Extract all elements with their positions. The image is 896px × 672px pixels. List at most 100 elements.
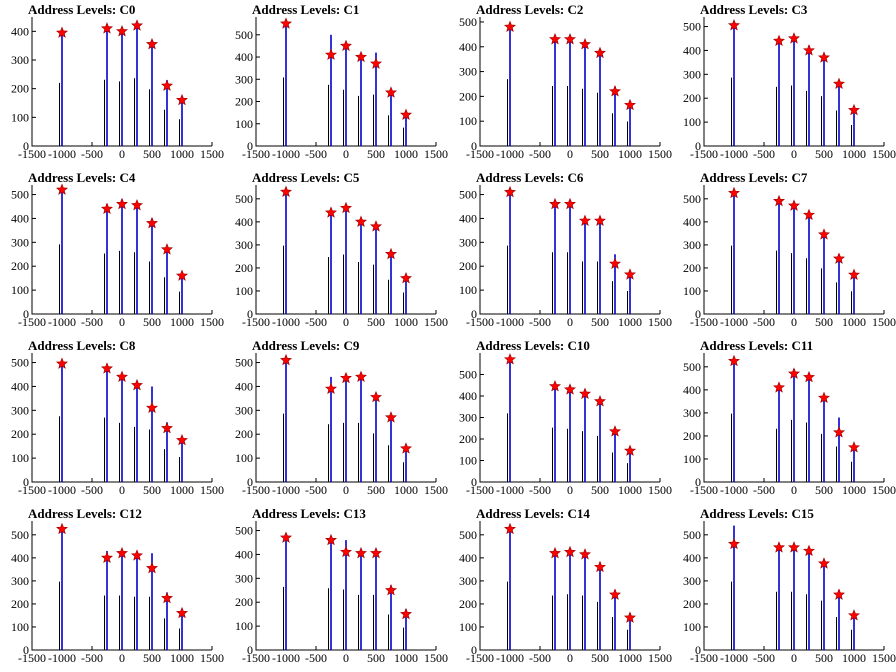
y-tick-label: 100 (235, 619, 253, 633)
x-tick-label: -1500 (18, 147, 46, 161)
x-tick-label: 1000 (170, 651, 194, 665)
chart-svg: Address Levels: C10 0 100 200 300 400 500 -1500… (459, 338, 672, 497)
x-tick-label: -1000 (496, 483, 524, 497)
x-tick-label: 0 (343, 651, 349, 665)
y-tick-label: 200 (11, 82, 29, 96)
star-icon (130, 378, 144, 391)
chart-title: Address Levels: C11 (700, 338, 813, 353)
y-tick-label: 300 (459, 574, 477, 588)
star-icon (578, 214, 592, 226)
y-tick-label: 500 (11, 356, 29, 370)
x-tick-label: 500 (367, 147, 385, 161)
y-tick-label: 200 (235, 427, 253, 441)
chart-title: Address Levels: C14 (476, 506, 590, 521)
star-icon (145, 401, 159, 414)
star-icon (578, 37, 592, 50)
star-icon (399, 607, 413, 620)
star-icon (130, 198, 144, 211)
star-icon (354, 546, 368, 559)
x-tick-label: 500 (815, 315, 833, 329)
star-icon (354, 215, 368, 227)
star-icon (802, 370, 816, 383)
x-tick-label: 0 (343, 147, 349, 161)
chart-svg: Address Levels: C30100200300400500-1500-… (683, 2, 896, 161)
y-tick-label: 0 (247, 643, 253, 657)
x-tick-label: -1500 (242, 651, 270, 665)
x-tick-label: 500 (815, 483, 833, 497)
y-tick-label: 400 (683, 551, 701, 565)
chart-title: Address Levels: C12 (28, 506, 142, 521)
star-icon (399, 442, 413, 454)
star-icon (772, 541, 786, 553)
star-icon (802, 208, 816, 221)
x-tick-label: 1500 (872, 483, 896, 497)
chart-panel: Address Levels: C3 0 100 200 300 400 500 -1500-… (672, 0, 896, 168)
y-tick-label: 0 (23, 475, 29, 489)
y-tick-label: 100 (459, 620, 477, 634)
x-tick-label: 500 (367, 483, 385, 497)
x-tick-label: 0 (567, 147, 573, 161)
y-tick-label: 300 (459, 65, 477, 79)
star-icon (55, 26, 69, 38)
chart-title: Address Levels: C6 (476, 170, 584, 185)
chart-title: Address Levels: C13 (252, 506, 366, 521)
star-icon (832, 588, 846, 600)
star-icon (623, 611, 637, 623)
star-icon (115, 25, 129, 37)
star-icon (548, 33, 562, 45)
y-tick-label: 200 (235, 95, 253, 109)
star-icon (145, 561, 159, 574)
star-icon (384, 86, 398, 98)
x-tick-label: 0 (567, 651, 573, 665)
y-tick-label: 0 (471, 307, 477, 321)
x-tick-label: -1500 (466, 147, 494, 161)
star-icon (727, 19, 741, 31)
x-tick-label: 0 (791, 651, 797, 665)
star-icon (354, 370, 368, 382)
y-tick-label: 100 (683, 115, 701, 129)
y-tick-label: 400 (11, 211, 29, 225)
star-icon (100, 202, 114, 214)
x-tick-label: -1500 (466, 315, 494, 329)
x-tick-label: -1000 (496, 651, 524, 665)
x-tick-label: -1000 (48, 147, 76, 161)
y-tick-label: 400 (235, 547, 253, 561)
star-icon (354, 50, 368, 63)
star-icon (100, 362, 114, 374)
x-tick-label: 500 (815, 147, 833, 161)
star-icon (802, 44, 816, 56)
star-icon (727, 186, 741, 199)
chart-title: Address Levels: C9 (252, 338, 360, 353)
star-icon (324, 382, 338, 394)
y-tick-label: 300 (683, 574, 701, 588)
star-icon (608, 257, 622, 269)
star-icon (593, 46, 607, 59)
star-icon (115, 197, 129, 210)
x-tick-label: -500 (753, 483, 775, 497)
x-tick-label: 1500 (424, 651, 448, 665)
star-icon (145, 216, 159, 229)
x-tick-label: 0 (791, 147, 797, 161)
chart-svg: Address Levels: C50100200300400500-1500-… (235, 170, 448, 329)
star-icon (727, 537, 741, 550)
star-icon (115, 546, 129, 559)
y-tick-label: 100 (11, 451, 29, 465)
star-icon (817, 228, 831, 240)
x-tick-label: 0 (343, 483, 349, 497)
x-tick-label: -1000 (720, 483, 748, 497)
x-tick-label: 1000 (842, 483, 866, 497)
x-tick-label: 1000 (618, 147, 642, 161)
x-tick-label: 1500 (424, 483, 448, 497)
star-icon (279, 531, 293, 543)
y-tick-label: 400 (459, 389, 477, 403)
x-tick-label: 0 (791, 315, 797, 329)
star-icon (175, 93, 189, 106)
x-tick-label: -500 (753, 147, 775, 161)
star-icon (578, 548, 592, 560)
star-icon (384, 411, 398, 423)
x-tick-label: -1000 (48, 483, 76, 497)
x-tick-label: 1500 (872, 147, 896, 161)
x-tick-label: 1000 (170, 483, 194, 497)
x-tick-label: 500 (591, 315, 609, 329)
